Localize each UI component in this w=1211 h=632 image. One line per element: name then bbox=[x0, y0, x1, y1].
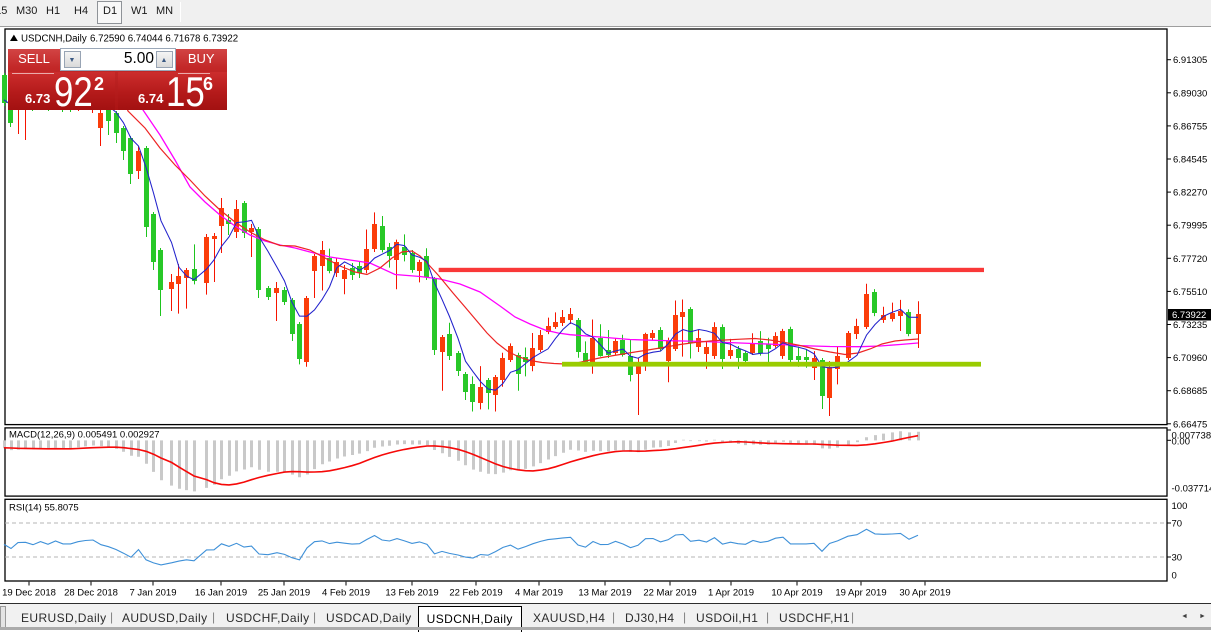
svg-text:6.70960: 6.70960 bbox=[1173, 353, 1207, 364]
svg-text:6.75510: 6.75510 bbox=[1173, 287, 1207, 298]
svg-text:22 Feb 2019: 22 Feb 2019 bbox=[449, 588, 502, 599]
svg-text:6.79995: 6.79995 bbox=[1173, 221, 1207, 232]
svg-text:6.68685: 6.68685 bbox=[1173, 386, 1207, 397]
svg-text:6.77720: 6.77720 bbox=[1173, 254, 1207, 265]
svg-text:-0.037714: -0.037714 bbox=[1172, 483, 1211, 494]
svg-text:70: 70 bbox=[1172, 518, 1183, 529]
svg-text:6.73922: 6.73922 bbox=[1172, 310, 1206, 321]
svg-text:28 Dec 2018: 28 Dec 2018 bbox=[64, 588, 118, 599]
svg-text:6.66475: 6.66475 bbox=[1173, 419, 1207, 430]
svg-text:6.72590 6.74044 6.71678 6.7392: 6.72590 6.74044 6.71678 6.73922 bbox=[90, 34, 238, 45]
svg-text:6.84545: 6.84545 bbox=[1173, 155, 1207, 166]
svg-text:19 Dec 2018: 19 Dec 2018 bbox=[2, 588, 56, 599]
svg-text:13 Feb 2019: 13 Feb 2019 bbox=[385, 588, 438, 599]
svg-text:RSI(14) 55.8075: RSI(14) 55.8075 bbox=[9, 503, 79, 514]
svg-text:100: 100 bbox=[1172, 501, 1188, 512]
svg-text:1 Apr 2019: 1 Apr 2019 bbox=[708, 588, 754, 599]
svg-text:30 Apr 2019: 30 Apr 2019 bbox=[899, 588, 950, 599]
svg-text:6.91305: 6.91305 bbox=[1173, 55, 1207, 66]
svg-text:16 Jan 2019: 16 Jan 2019 bbox=[195, 588, 247, 599]
svg-text:4 Mar 2019: 4 Mar 2019 bbox=[515, 588, 563, 599]
svg-text:6.73235: 6.73235 bbox=[1173, 320, 1207, 331]
svg-text:6.89030: 6.89030 bbox=[1173, 88, 1207, 99]
svg-text:6.86755: 6.86755 bbox=[1173, 121, 1207, 132]
svg-text:19 Apr 2019: 19 Apr 2019 bbox=[835, 588, 886, 599]
svg-text:30: 30 bbox=[1172, 552, 1183, 563]
svg-text:22 Mar 2019: 22 Mar 2019 bbox=[643, 588, 696, 599]
svg-text:10 Apr 2019: 10 Apr 2019 bbox=[771, 588, 822, 599]
svg-text:4 Feb 2019: 4 Feb 2019 bbox=[322, 588, 370, 599]
svg-text:MACD(12,26,9) 0.005491 0.00292: MACD(12,26,9) 0.005491 0.002927 bbox=[9, 430, 160, 441]
svg-text:0: 0 bbox=[1172, 570, 1177, 581]
svg-text:USDCNH,Daily: USDCNH,Daily bbox=[21, 34, 87, 45]
svg-text:13 Mar 2019: 13 Mar 2019 bbox=[578, 588, 631, 599]
svg-text:25 Jan 2019: 25 Jan 2019 bbox=[258, 588, 310, 599]
svg-text:0.00: 0.00 bbox=[1172, 437, 1191, 448]
svg-text:7 Jan 2019: 7 Jan 2019 bbox=[129, 588, 176, 599]
svg-text:6.82270: 6.82270 bbox=[1173, 188, 1207, 199]
